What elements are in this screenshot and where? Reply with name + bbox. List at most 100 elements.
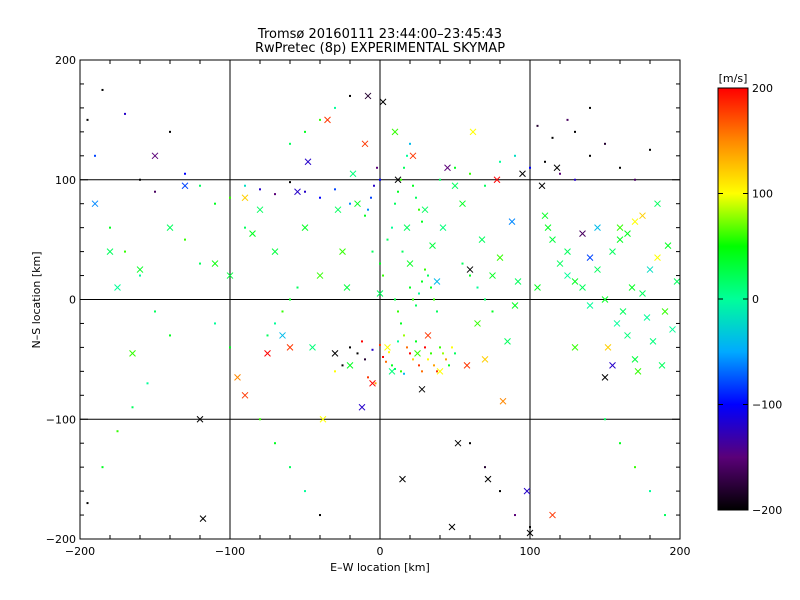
data-point-dot bbox=[536, 124, 539, 127]
data-point-x-stroke bbox=[549, 236, 556, 243]
data-point-x bbox=[654, 254, 661, 261]
data-point-dot bbox=[415, 304, 417, 307]
data-point-x bbox=[421, 206, 429, 214]
data-point-x-stroke bbox=[664, 242, 672, 249]
x-axis-label: E–W location [km] bbox=[330, 561, 430, 574]
data-point-x-stroke bbox=[439, 224, 447, 232]
data-point-x bbox=[634, 367, 642, 375]
data-point-x bbox=[624, 230, 631, 237]
data-point-x-stroke bbox=[673, 278, 681, 285]
data-point-x bbox=[643, 314, 651, 321]
data-point-x bbox=[499, 397, 507, 405]
data-point-x-stroke bbox=[579, 284, 586, 291]
data-point-x-stroke bbox=[406, 260, 414, 267]
data-point-dot bbox=[484, 466, 486, 469]
data-point-x bbox=[304, 158, 312, 166]
data-point-x-stroke bbox=[613, 320, 621, 327]
data-point-x-stroke bbox=[493, 176, 501, 184]
data-point-x bbox=[414, 350, 421, 357]
data-point-dot bbox=[349, 202, 351, 205]
data-point-dot bbox=[604, 142, 606, 145]
data-point-x-stroke bbox=[519, 170, 526, 178]
data-point-dot bbox=[427, 358, 429, 361]
data-point-dot bbox=[439, 178, 441, 181]
data-point-x-stroke bbox=[256, 206, 264, 214]
data-point-x bbox=[451, 182, 459, 190]
data-point-x-stroke bbox=[136, 266, 144, 273]
data-point-x-stroke bbox=[571, 278, 579, 285]
data-point-dot bbox=[400, 370, 402, 373]
data-point-x-stroke bbox=[496, 254, 504, 261]
data-point-x-stroke bbox=[544, 224, 552, 232]
data-point-x-stroke bbox=[286, 344, 294, 351]
plot-frame bbox=[79, 59, 681, 540]
data-point-dot bbox=[379, 262, 381, 265]
data-point-x-stroke bbox=[466, 266, 474, 273]
data-point-dot bbox=[551, 136, 554, 139]
data-point-dot bbox=[154, 310, 156, 313]
data-point-x bbox=[673, 278, 681, 285]
data-point-dot bbox=[451, 346, 453, 349]
data-point-x-stroke bbox=[454, 439, 462, 447]
data-point-x bbox=[571, 344, 579, 351]
data-point-dot bbox=[433, 364, 435, 367]
data-point-dot bbox=[334, 106, 336, 109]
data-point-x bbox=[664, 242, 672, 249]
data-point-x bbox=[489, 272, 496, 279]
data-point-x bbox=[241, 194, 249, 202]
data-point-dot bbox=[367, 376, 369, 379]
data-point-x bbox=[294, 188, 301, 196]
data-point-dot bbox=[94, 154, 96, 157]
data-point-x bbox=[604, 344, 612, 351]
data-point-x bbox=[661, 308, 669, 315]
data-point-dot bbox=[400, 322, 402, 325]
data-point-dot bbox=[439, 346, 441, 349]
data-point-x-stroke bbox=[619, 308, 627, 315]
data-point-x-stroke bbox=[234, 373, 241, 381]
data-point-x-stroke bbox=[106, 248, 114, 255]
data-point-x-stroke bbox=[316, 272, 324, 279]
data-point-x-stroke bbox=[114, 284, 121, 291]
data-point-x bbox=[264, 350, 271, 357]
data-point-x bbox=[616, 236, 624, 243]
colorbar-tick-label: −100 bbox=[752, 399, 782, 412]
data-point-x-stroke bbox=[444, 164, 451, 172]
data-point-x-stroke bbox=[379, 98, 387, 106]
data-point-dot bbox=[566, 118, 569, 121]
data-point-dot bbox=[386, 238, 389, 241]
data-point-dot bbox=[409, 142, 411, 145]
data-point-dot bbox=[397, 310, 399, 313]
data-point-x bbox=[508, 218, 516, 226]
data-point-x bbox=[346, 362, 354, 369]
data-point-dot bbox=[412, 298, 414, 301]
data-point-dot bbox=[274, 442, 276, 445]
data-point-x bbox=[286, 344, 294, 351]
data-point-x bbox=[631, 218, 639, 226]
data-point-dot bbox=[334, 370, 336, 373]
data-point-dot bbox=[101, 88, 104, 91]
data-point-x bbox=[549, 511, 556, 519]
data-point-x-stroke bbox=[523, 487, 531, 495]
data-point-dot bbox=[401, 250, 404, 253]
data-point-dot bbox=[244, 184, 246, 187]
data-point-x bbox=[384, 344, 391, 351]
data-point-x-stroke bbox=[309, 344, 316, 351]
data-point-x bbox=[181, 182, 189, 190]
data-point-dot bbox=[319, 514, 321, 517]
data-point-dot bbox=[266, 334, 269, 337]
data-point-x bbox=[649, 338, 657, 345]
data-point-dot bbox=[349, 346, 351, 349]
data-point-x bbox=[379, 98, 387, 106]
data-point-dot bbox=[139, 274, 141, 277]
colorbar-tick-label: 200 bbox=[752, 82, 773, 95]
data-point-dot bbox=[424, 346, 426, 349]
data-point-x-stroke bbox=[451, 182, 459, 190]
data-point-x bbox=[429, 242, 436, 249]
data-point-x-stroke bbox=[634, 367, 642, 375]
data-point-x bbox=[544, 224, 552, 232]
data-point-x-stroke bbox=[304, 158, 312, 166]
data-point-dot bbox=[529, 526, 531, 529]
data-point-x-stroke bbox=[489, 272, 496, 279]
data-point-x-stroke bbox=[324, 116, 331, 124]
data-point-x-stroke bbox=[474, 320, 481, 327]
